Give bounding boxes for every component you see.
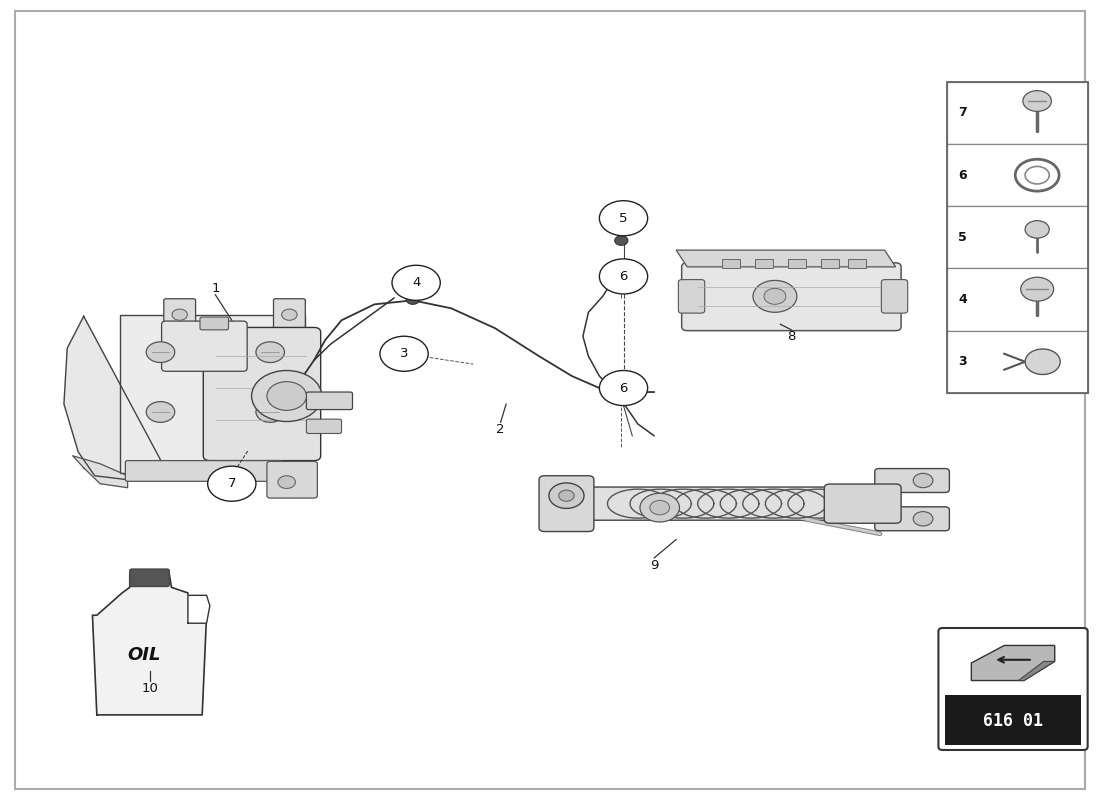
Polygon shape (64, 316, 161, 480)
FancyBboxPatch shape (539, 476, 594, 531)
FancyBboxPatch shape (824, 484, 901, 523)
FancyBboxPatch shape (164, 298, 196, 330)
Text: 1: 1 (211, 282, 220, 295)
FancyBboxPatch shape (947, 82, 1088, 144)
Circle shape (1021, 278, 1054, 301)
FancyBboxPatch shape (162, 321, 248, 371)
Circle shape (146, 342, 175, 362)
Circle shape (764, 288, 785, 304)
FancyBboxPatch shape (679, 280, 705, 313)
Text: 9: 9 (650, 559, 659, 572)
Text: 6: 6 (619, 382, 628, 394)
Circle shape (913, 512, 933, 526)
Polygon shape (971, 646, 1055, 681)
FancyBboxPatch shape (947, 206, 1088, 269)
Circle shape (256, 402, 285, 422)
FancyBboxPatch shape (682, 263, 901, 330)
FancyBboxPatch shape (947, 330, 1088, 393)
Circle shape (650, 501, 670, 515)
FancyBboxPatch shape (307, 419, 341, 434)
Circle shape (267, 382, 307, 410)
FancyBboxPatch shape (947, 269, 1088, 330)
Circle shape (549, 483, 584, 509)
Circle shape (256, 342, 285, 362)
Text: 10: 10 (141, 682, 158, 695)
Circle shape (1023, 90, 1052, 111)
Circle shape (392, 266, 440, 300)
Polygon shape (188, 595, 210, 623)
Text: 4: 4 (958, 293, 967, 306)
FancyBboxPatch shape (874, 507, 949, 530)
Circle shape (1025, 349, 1060, 374)
Circle shape (615, 236, 628, 246)
Text: 6: 6 (958, 169, 967, 182)
Text: 4: 4 (412, 276, 420, 290)
Circle shape (600, 259, 648, 294)
Text: OIL: OIL (128, 646, 161, 664)
FancyBboxPatch shape (120, 314, 306, 474)
Circle shape (559, 490, 574, 502)
FancyBboxPatch shape (756, 259, 772, 269)
Circle shape (252, 370, 322, 422)
FancyBboxPatch shape (947, 144, 1088, 206)
Circle shape (600, 201, 648, 236)
Circle shape (640, 494, 680, 522)
FancyBboxPatch shape (881, 280, 907, 313)
Text: 2: 2 (496, 423, 505, 436)
Circle shape (208, 466, 256, 502)
Text: 6: 6 (619, 270, 628, 283)
FancyBboxPatch shape (200, 317, 229, 330)
FancyBboxPatch shape (590, 487, 861, 520)
Polygon shape (1019, 662, 1055, 681)
FancyBboxPatch shape (945, 694, 1081, 745)
FancyBboxPatch shape (788, 259, 805, 269)
Polygon shape (73, 456, 128, 488)
Circle shape (1025, 166, 1049, 184)
FancyBboxPatch shape (125, 461, 284, 482)
Text: 5: 5 (958, 231, 967, 244)
Circle shape (278, 476, 296, 489)
Circle shape (406, 294, 419, 304)
Text: 7: 7 (228, 478, 236, 490)
Circle shape (1025, 221, 1049, 238)
Text: 3: 3 (958, 355, 967, 368)
FancyBboxPatch shape (874, 469, 949, 493)
FancyBboxPatch shape (130, 569, 169, 586)
Polygon shape (92, 574, 207, 715)
Text: 3: 3 (399, 347, 408, 360)
Circle shape (146, 402, 175, 422)
FancyBboxPatch shape (848, 259, 866, 269)
Text: 8: 8 (788, 330, 795, 342)
Text: 616 01: 616 01 (983, 712, 1043, 730)
FancyBboxPatch shape (267, 462, 318, 498)
Circle shape (754, 281, 796, 312)
Circle shape (379, 336, 428, 371)
Circle shape (282, 309, 297, 320)
Circle shape (600, 370, 648, 406)
Text: 5: 5 (619, 212, 628, 225)
FancyBboxPatch shape (204, 327, 321, 461)
FancyBboxPatch shape (821, 259, 838, 269)
Circle shape (172, 309, 187, 320)
Polygon shape (676, 250, 895, 267)
FancyBboxPatch shape (14, 11, 1086, 789)
FancyBboxPatch shape (723, 259, 740, 269)
Circle shape (913, 474, 933, 488)
Text: 7: 7 (958, 106, 967, 119)
FancyBboxPatch shape (274, 298, 306, 330)
FancyBboxPatch shape (938, 628, 1088, 750)
FancyBboxPatch shape (307, 392, 352, 410)
